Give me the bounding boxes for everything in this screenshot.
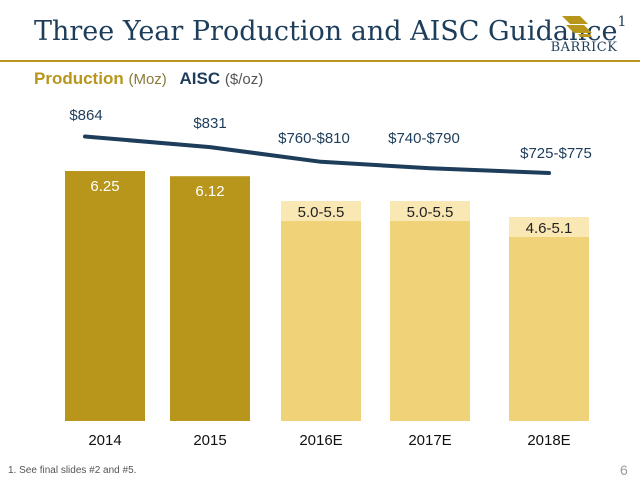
title-footnote-mark: 1: [617, 14, 627, 30]
page-number: 6: [620, 462, 628, 478]
barrick-logo: BARRICK: [544, 12, 624, 60]
x-tick-label: 2017E: [408, 432, 451, 449]
production-range-band-2016E: [281, 201, 361, 221]
production-data-label: 5.0-5.5: [407, 204, 454, 221]
production-range-band-2017E: [390, 201, 470, 221]
production-bar-2016E: [281, 221, 361, 421]
legend-production-unit: (Moz): [128, 71, 167, 88]
page-title: Three Year Production and AISC Guidance1: [34, 14, 627, 47]
production-bar-2017E: [390, 221, 470, 421]
x-tick-label: 2015: [193, 432, 226, 449]
x-tick-label: 2018E: [527, 432, 570, 449]
aisc-data-label: $831: [193, 115, 226, 132]
chart-legend: Production (Moz) AISC ($/oz): [34, 69, 263, 89]
aisc-data-label: $760-$810: [278, 130, 350, 147]
footnote: 1. See final slides #2 and #5.: [8, 465, 137, 476]
aisc-data-label: $864: [69, 107, 102, 124]
aisc-data-label: $725-$775: [520, 145, 592, 162]
production-data-label: 4.6-5.1: [526, 220, 573, 237]
production-bar-2018E: [509, 237, 589, 421]
legend-production-label: Production: [34, 69, 124, 88]
production-data-label: 6.12: [195, 183, 224, 200]
production-aisc-chart: 6.25 2014 6.12 2015 5.0-5.5 2016E 5.0-5.5 2017E…: [65, 107, 592, 449]
production-data-label: 6.25: [90, 178, 119, 195]
production-data-label: 5.0-5.5: [298, 204, 345, 221]
title-divider: [0, 60, 640, 62]
x-tick-label: 2016E: [299, 432, 342, 449]
logo-text: BARRICK: [550, 40, 618, 55]
x-tick-label: 2014: [88, 432, 121, 449]
legend-aisc-unit: ($/oz): [224, 71, 264, 88]
production-bar-2014: [65, 171, 145, 421]
legend-aisc-label: AISC: [179, 69, 221, 88]
production-bar-2015: [170, 176, 250, 421]
production-range-band-2018E: [509, 217, 589, 237]
barrick-logo-icon: [562, 16, 592, 37]
aisc-data-label: $740-$790: [388, 130, 460, 147]
